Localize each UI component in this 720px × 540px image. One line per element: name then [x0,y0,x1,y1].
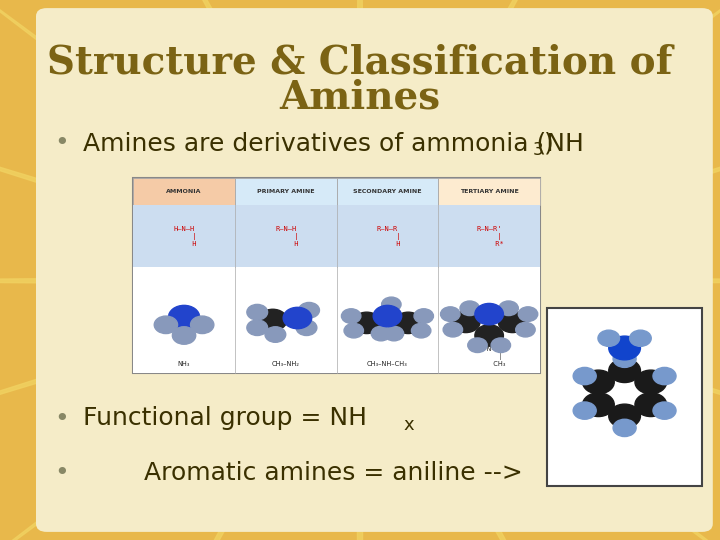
Circle shape [653,402,676,419]
Circle shape [341,309,361,323]
Circle shape [283,307,312,329]
Circle shape [443,322,462,337]
Circle shape [498,311,527,333]
Circle shape [394,312,423,334]
Bar [235,178,336,205]
Circle shape [609,359,641,382]
Bar [438,178,540,205]
Text: ): ) [544,131,554,155]
Circle shape [247,305,268,320]
Circle shape [499,301,518,315]
Polygon shape [405,105,720,270]
Circle shape [609,336,641,360]
Bar [133,267,540,373]
Circle shape [299,302,320,318]
Circle shape [516,322,535,337]
Text: R–N–H
     |
     H: R–N–H | H [273,226,299,247]
Circle shape [609,404,641,428]
Circle shape [265,327,286,342]
Polygon shape [126,314,346,540]
Circle shape [635,370,667,394]
Circle shape [613,419,636,436]
Text: •: • [54,131,68,155]
FancyBboxPatch shape [36,8,713,532]
Circle shape [247,320,268,335]
Circle shape [372,326,391,341]
Polygon shape [410,277,720,285]
Polygon shape [374,314,594,540]
Text: H–N–H
     |
     H: H–N–H | H [171,226,197,247]
Circle shape [475,325,503,346]
Polygon shape [355,0,365,243]
Circle shape [468,338,487,353]
Text: Amines are derivatives of ammonia (NH: Amines are derivatives of ammonia (NH [83,131,584,155]
Circle shape [451,311,480,333]
Bar [133,178,235,205]
Text: Amines: Amines [279,78,441,116]
Text: •: • [54,407,68,430]
Bar [133,205,540,267]
Circle shape [653,367,676,384]
Text: CH₃–NH₂: CH₃–NH₂ [271,361,300,367]
Polygon shape [0,292,315,456]
Circle shape [353,312,381,334]
Text: CH₃–N–CH₃
           |
          CH₃: CH₃–N–CH₃ | CH₃ [471,346,507,367]
Polygon shape [0,305,328,540]
Circle shape [168,306,199,329]
Polygon shape [126,0,346,247]
Text: NH₃: NH₃ [178,361,190,367]
Bar [336,178,438,205]
Polygon shape [0,277,310,285]
Text: SECONDARY AMINE: SECONDARY AMINE [354,189,422,194]
Text: R–N–R'
     |
     R*: R–N–R' | R* [474,226,504,247]
Text: Aromatic amines = aniline -->: Aromatic amines = aniline --> [144,461,523,484]
Circle shape [573,402,596,419]
Circle shape [373,306,402,327]
Polygon shape [392,305,720,540]
Circle shape [384,326,404,341]
Polygon shape [0,105,315,270]
Circle shape [635,393,667,416]
Circle shape [172,327,196,345]
Circle shape [191,316,214,334]
Circle shape [630,330,652,346]
Text: Structure & Classification of: Structure & Classification of [48,43,672,81]
Text: 3: 3 [533,141,544,159]
Text: •: • [54,461,68,484]
Circle shape [598,330,619,346]
Text: AMMONIA: AMMONIA [166,189,202,194]
Circle shape [613,350,636,367]
Circle shape [582,393,614,416]
Circle shape [154,316,178,334]
Text: PRIMARY AMINE: PRIMARY AMINE [257,189,315,194]
Circle shape [491,338,510,353]
Polygon shape [405,292,720,456]
Circle shape [441,307,460,321]
Text: TERTIARY AMINE: TERTIARY AMINE [460,189,518,194]
Circle shape [573,367,596,384]
Bar [133,178,540,373]
Circle shape [382,297,401,312]
Circle shape [258,309,287,330]
Circle shape [475,303,503,325]
Circle shape [411,323,431,338]
Polygon shape [355,319,365,540]
Text: Functional group = NH: Functional group = NH [83,407,366,430]
Text: CH₃–NH–CH₃: CH₃–NH–CH₃ [367,361,408,367]
Circle shape [296,320,317,335]
Polygon shape [392,0,720,257]
Text: x: x [403,416,414,434]
Bar [547,308,702,486]
Polygon shape [374,0,594,247]
Circle shape [414,309,433,323]
Circle shape [518,307,538,321]
Text: R–N–R
     |
     H: R–N–R | H [374,226,400,247]
Circle shape [460,301,480,315]
Circle shape [582,370,614,394]
Polygon shape [0,0,328,257]
Circle shape [344,323,364,338]
